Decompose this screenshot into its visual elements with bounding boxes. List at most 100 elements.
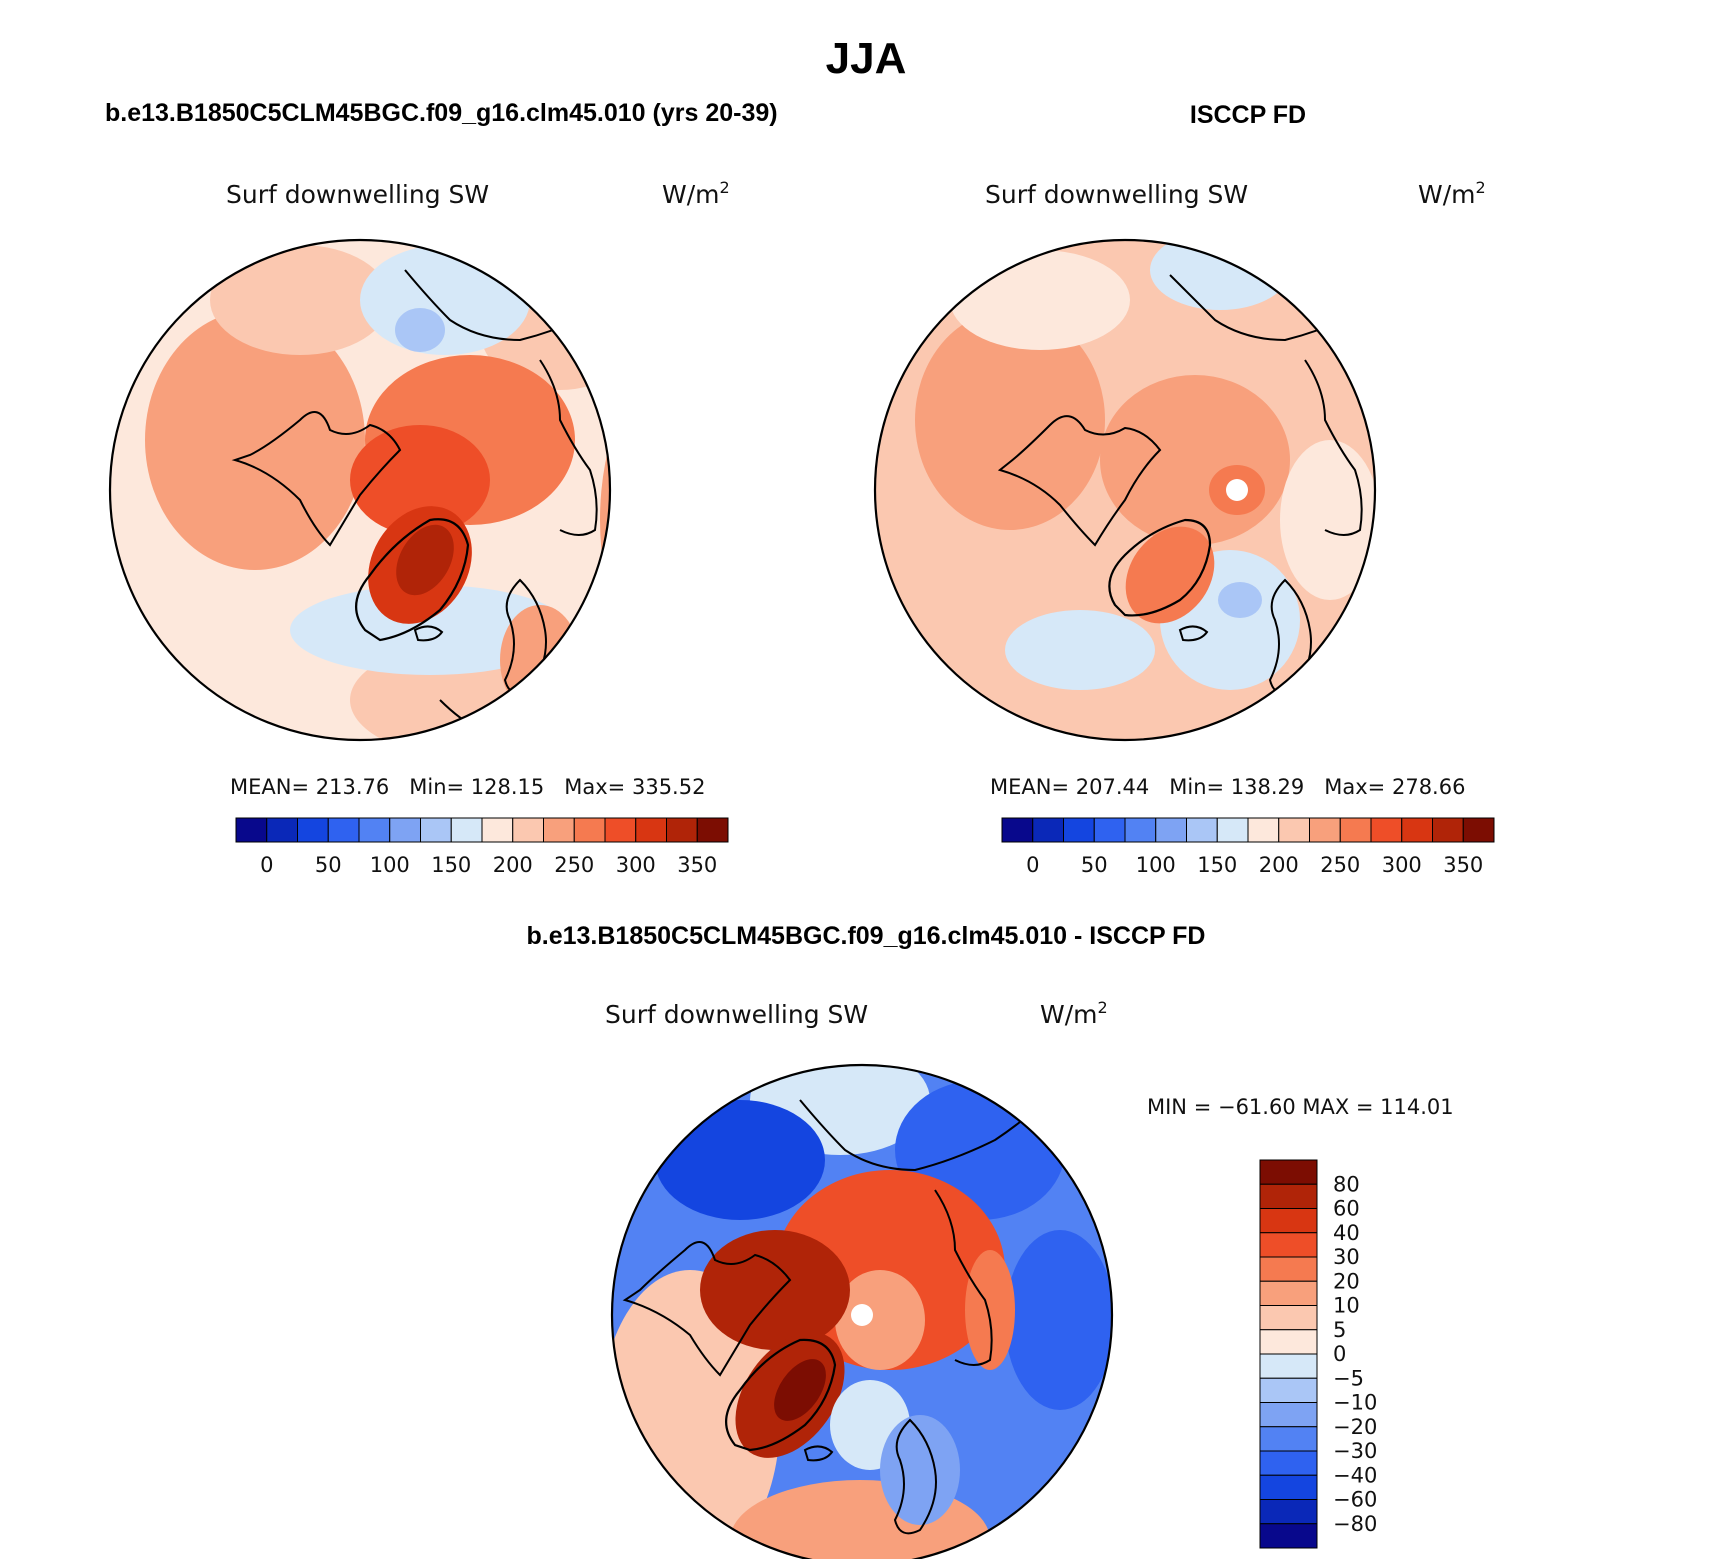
model-map-border bbox=[108, 238, 612, 742]
colorbar-tick-label: −10 bbox=[1333, 1391, 1377, 1415]
colorbar-swatch bbox=[1339, 817, 1372, 843]
obs-map bbox=[875, 240, 1375, 740]
colorbar-swatch bbox=[1259, 1499, 1318, 1525]
colorbar-swatch bbox=[266, 817, 298, 843]
colorbar-swatch bbox=[1432, 817, 1464, 843]
colorbar-swatch bbox=[327, 817, 360, 843]
obs-field-southwest bbox=[1005, 610, 1155, 690]
model-stat-mean-label: MEAN= bbox=[230, 775, 309, 799]
colorbar-swatch bbox=[1309, 817, 1341, 843]
colorbar-swatch bbox=[1093, 817, 1126, 843]
model-coastline-north-america bbox=[231, 411, 402, 547]
obs-stat-min: 138.29 bbox=[1231, 775, 1304, 799]
colorbar-swatch bbox=[1259, 1377, 1318, 1403]
diff-field-arctic-pale bbox=[835, 1270, 925, 1370]
obs-stat-max: 278.66 bbox=[1392, 775, 1465, 799]
colorbar-swatch bbox=[481, 817, 514, 843]
season-title: JJA bbox=[826, 34, 907, 83]
model-coastline-eurasia-east bbox=[404, 269, 610, 342]
colorbar-swatch bbox=[1124, 817, 1157, 843]
obs-field-east bbox=[1370, 430, 1375, 670]
colorbar-tick-label: 200 bbox=[493, 853, 533, 877]
colorbar-swatch bbox=[1259, 1474, 1318, 1500]
model-field-east bbox=[600, 370, 610, 670]
colorbar-tick-label: 150 bbox=[431, 853, 471, 877]
model-coastline-greenland bbox=[355, 518, 470, 642]
obs-field-northwest bbox=[950, 250, 1130, 350]
colorbar-swatch bbox=[1259, 1183, 1318, 1209]
model-field-west bbox=[145, 310, 365, 570]
colorbar-tick-label: −5 bbox=[1333, 1366, 1364, 1390]
model-units-exponent: 2 bbox=[720, 178, 730, 197]
colorbar-tick-label: 5 bbox=[1333, 1318, 1346, 1342]
obs-stat-max-label: Max= bbox=[1324, 775, 1385, 799]
obs-field-atlantic-blue2 bbox=[1218, 582, 1262, 618]
diff-missing-pole bbox=[851, 1304, 873, 1326]
diff-stats: MIN = −61.60 MAX = 114.01 bbox=[1147, 1095, 1454, 1119]
colorbar-tick-label: 350 bbox=[677, 853, 717, 877]
model-field-greenland-core bbox=[396, 524, 454, 596]
colorbar-tick-label: 250 bbox=[554, 853, 594, 877]
diff-field-east-blue bbox=[1005, 1230, 1112, 1410]
colorbar-tick-label: 100 bbox=[370, 853, 410, 877]
model-stat-min: 128.15 bbox=[471, 775, 544, 799]
model-stat-min-label: Min= bbox=[409, 775, 464, 799]
colorbar-swatch bbox=[358, 817, 391, 843]
diff-coastline-scandinavia bbox=[893, 1418, 937, 1535]
obs-panel: Surf downwelling SW W/m2 MEAN= 207.44 Min… bbox=[873, 178, 1495, 877]
colorbar-swatch bbox=[1259, 1159, 1318, 1185]
obs-coastline-greenland bbox=[1108, 518, 1212, 617]
colorbar-tick-label: −30 bbox=[1333, 1439, 1377, 1463]
obs-stats: MEAN= 207.44 Min= 138.29 Max= 278.66 bbox=[990, 775, 1465, 799]
diff-map bbox=[612, 1065, 1112, 1559]
colorbar-swatch bbox=[1216, 817, 1249, 843]
model-variable-label: Surf downwelling SW bbox=[226, 180, 489, 209]
colorbar-tick-label: −20 bbox=[1333, 1415, 1377, 1439]
diff-coastline-eurasia-east bbox=[799, 1099, 1046, 1172]
model-colorbar: 0 50 100 150 200 250 300 350 bbox=[235, 817, 729, 877]
colorbar-tick-label: 0 bbox=[1333, 1342, 1346, 1366]
colorbar-swatch bbox=[1155, 817, 1187, 843]
colorbar-tick-label: 40 bbox=[1333, 1221, 1360, 1245]
colorbar-swatch bbox=[573, 817, 606, 843]
colorbar-swatch bbox=[1259, 1208, 1318, 1234]
diff-coastline-greenland bbox=[725, 1338, 837, 1452]
obs-units-base: W/m bbox=[1418, 180, 1476, 209]
colorbar-swatch bbox=[1278, 817, 1310, 843]
colorbar-swatch bbox=[297, 817, 329, 843]
colorbar-swatch bbox=[420, 817, 452, 843]
colorbar-swatch bbox=[543, 817, 575, 843]
diff-variable-label: Surf downwelling SW bbox=[605, 1000, 868, 1029]
colorbar-swatch bbox=[1259, 1402, 1318, 1428]
colorbar-swatch bbox=[1259, 1329, 1318, 1355]
model-field-bering-blue2 bbox=[395, 308, 445, 352]
obs-map-border bbox=[873, 238, 1377, 742]
diff-field-greenland-core bbox=[774, 1359, 826, 1421]
colorbar-swatch bbox=[604, 817, 637, 843]
model-coastline-iceland bbox=[413, 625, 444, 642]
colorbar-swatch bbox=[1032, 817, 1064, 843]
obs-colorbar: 0 50 100 150 200 250 300 350 bbox=[1001, 817, 1495, 877]
colorbar-swatch bbox=[1001, 817, 1034, 843]
obs-units-label: W/m2 bbox=[1418, 178, 1486, 209]
colorbar-swatch bbox=[1259, 1256, 1318, 1282]
model-stats: MEAN= 213.76 Min= 128.15 Max= 335.52 bbox=[230, 775, 705, 799]
colorbar-swatch bbox=[1259, 1450, 1318, 1476]
obs-coastline-siberia bbox=[1304, 359, 1363, 536]
obs-variable-label: Surf downwelling SW bbox=[985, 180, 1248, 209]
colorbar-tick-label: 10 bbox=[1333, 1294, 1360, 1318]
model-map bbox=[110, 240, 610, 740]
obs-coastline-eurasia-east bbox=[1169, 269, 1375, 342]
obs-field-arctic bbox=[1100, 375, 1290, 545]
obs-stat-mean-label: MEAN= bbox=[990, 775, 1069, 799]
obs-missing-pole bbox=[1226, 479, 1248, 501]
colorbar-tick-label: 20 bbox=[1333, 1269, 1360, 1293]
diff-panel: Surf downwelling SW W/m2 bbox=[605, 998, 1454, 1559]
model-field-atlantic-blue bbox=[290, 585, 570, 675]
colorbar-swatch bbox=[666, 817, 698, 843]
colorbar-tick-label: 350 bbox=[1443, 853, 1483, 877]
diff-coastline-north-america bbox=[622, 1241, 792, 1377]
colorbar-tick-label: 0 bbox=[1026, 853, 1039, 877]
diff-field-east-red bbox=[965, 1250, 1015, 1370]
